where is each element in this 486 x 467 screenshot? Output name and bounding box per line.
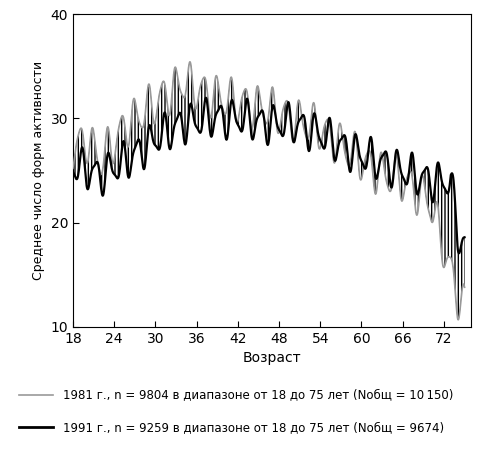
Text: 1991 г., n = 9259 в диапазоне от 18 до 75 лет (Nобщ = 9674): 1991 г., n = 9259 в диапазоне от 18 до 7…: [63, 421, 444, 434]
Text: 1981 г., n = 9804 в диапазоне от 18 до 75 лет (Nобщ = 10 150): 1981 г., n = 9804 в диапазоне от 18 до 7…: [63, 388, 453, 401]
Y-axis label: Среднее число форм активности: Среднее число форм активности: [32, 61, 45, 280]
X-axis label: Возраст: Возраст: [243, 351, 301, 365]
